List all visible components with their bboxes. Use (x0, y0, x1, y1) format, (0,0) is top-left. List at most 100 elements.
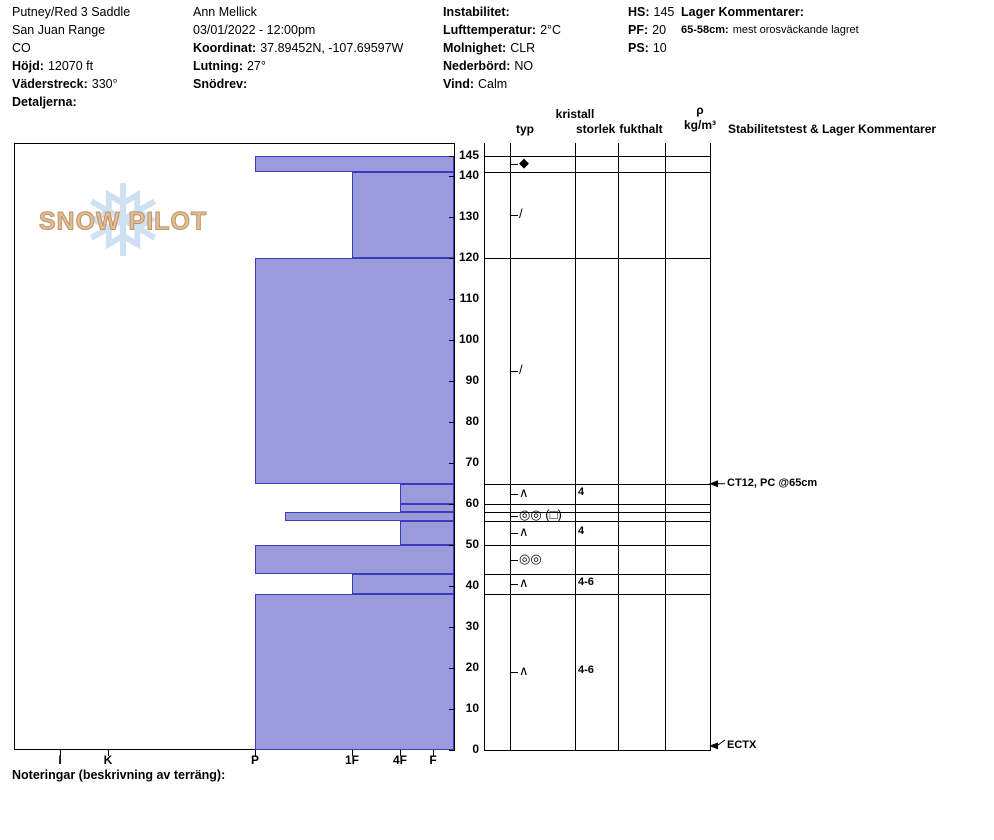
depth-tick-label: 100 (458, 332, 479, 347)
depth-tick (449, 156, 455, 157)
snow-layer-bar (255, 156, 454, 173)
depth-tick (449, 463, 455, 465)
depth-tick-label: 40 (465, 578, 479, 593)
grain-row-tick (510, 584, 518, 586)
grain-type-symbol: / (519, 206, 523, 222)
depth-tick (449, 545, 455, 547)
layer-comment-depth: 65-58cm: (681, 24, 729, 36)
grain-type-symbol: ∧ (519, 663, 529, 679)
hardness-tick (255, 750, 256, 756)
grain-row-tick (510, 215, 518, 217)
layer-boundary-line (484, 512, 711, 514)
elevation-line: Höjd: 12070 ft (12, 59, 93, 74)
snow-layer-bar (352, 573, 454, 595)
depth-tick-label: 30 (465, 619, 479, 634)
elevation-label: Höjd: (12, 59, 44, 73)
hardness-tick (433, 750, 434, 756)
wind-line: Vind: Calm (443, 77, 507, 92)
depth-tick (449, 750, 455, 751)
col-header-typ: typ (516, 122, 534, 136)
hardness-tick-label: I (58, 753, 62, 767)
depth-tick (449, 176, 455, 178)
hardness-tick-label: 4F (392, 753, 407, 767)
table-vline (484, 143, 485, 750)
air-temp-label: Lufttemperatur: (443, 23, 537, 37)
coordinates-label: Koordinat: (193, 41, 257, 55)
pf-value: 20 (652, 23, 667, 37)
profile-plot-border (14, 143, 455, 750)
snow-layer-bar (255, 594, 454, 750)
depth-tick-label: 120 (458, 250, 479, 265)
pf-line: PF: 20 (628, 23, 666, 38)
hardness-tick (60, 750, 61, 756)
slope-angle-line: Lutning: 27° (193, 59, 266, 74)
snow-height-value: 145 (653, 5, 675, 19)
col-header-kristall: kristall (555, 107, 595, 121)
depth-tick (449, 381, 455, 383)
layer-boundary-line (484, 520, 711, 522)
wind-label: Vind: (443, 77, 475, 91)
aspect-label: Väderstreck: (12, 77, 88, 91)
snow-layer-bar (400, 504, 454, 513)
stability-test-annotation: CT12, PC @65cm (727, 476, 818, 489)
hardness-tick (352, 750, 353, 756)
grain-size-value: 4-6 (578, 576, 594, 589)
snowpilot-logo: ❅ SNOW PILOT (38, 172, 208, 272)
depth-tick (449, 586, 455, 588)
grain-row-tick (510, 516, 518, 518)
grain-type-symbol: ∧ (519, 484, 529, 500)
depth-tick (449, 299, 455, 301)
hardness-tick-label: K (103, 753, 113, 767)
depth-tick-label: 20 (465, 660, 479, 675)
grain-type-symbol: ◎◎ (□) (519, 507, 562, 523)
grain-size-value: 4 (578, 524, 585, 537)
layer-boundary-line (484, 156, 711, 157)
table-vline (710, 143, 711, 750)
depth-tick (449, 422, 455, 424)
table-vline (575, 143, 576, 750)
depth-tick (449, 627, 455, 629)
depth-tick-label: 145 (458, 148, 479, 162)
snow-layer-bar (255, 258, 454, 484)
grain-size-value: 4-6 (578, 664, 594, 677)
snow-layer-bar (255, 545, 454, 574)
air-temp-value: 2°C (540, 23, 562, 37)
hardness-tick-label: F (429, 753, 437, 767)
snow-layer-bar (352, 172, 454, 259)
depth-tick (449, 709, 455, 711)
grain-row-tick (510, 493, 518, 495)
layer-comment-text: mest orosväckande lagret (732, 24, 859, 36)
layer-boundary-line (484, 483, 711, 485)
depth-tick-label: 70 (465, 455, 479, 470)
snow-layer-bar (400, 520, 454, 546)
depth-tick-label: 110 (459, 291, 479, 306)
col-header-stability-comments: Stabilitetstest & Lager Kommentarer (728, 122, 937, 136)
drifting-snow-label: Snödrev: (193, 77, 248, 91)
sky-cover-label: Molnighet: (443, 41, 507, 55)
depth-tick-label: 0 (472, 742, 479, 756)
depth-tick-label: 140 (458, 168, 479, 183)
ps-label: PS: (628, 41, 649, 55)
notes-label: Noteringar (beskrivning av terräng): (12, 768, 226, 782)
hardness-tick (400, 750, 401, 756)
depth-tick (449, 668, 455, 670)
layer-comment-line: 65-58cm: mest orosväckande lagret (681, 24, 859, 37)
grain-type-symbol: ∧ (519, 575, 529, 591)
depth-tick (449, 217, 455, 219)
instability-label: Instabilitet: (443, 5, 510, 19)
grain-row-tick (510, 371, 518, 373)
state: CO (12, 41, 31, 55)
grain-type-symbol: ∧ (519, 523, 529, 539)
col-header-density-unit: kg/m³ (683, 118, 716, 132)
grain-type-symbol: ◎◎ (519, 550, 542, 566)
grain-row-tick (510, 672, 518, 674)
layer-boundary-line (484, 172, 711, 174)
wind-value: Calm (478, 77, 508, 91)
col-header-density-symbol: ρ (696, 103, 704, 117)
details-label: Detaljerna: (12, 95, 77, 109)
sky-cover-line: Molnighet: CLR (443, 41, 535, 56)
layer-boundary-line (484, 750, 711, 751)
layer-boundary-line (484, 594, 711, 596)
